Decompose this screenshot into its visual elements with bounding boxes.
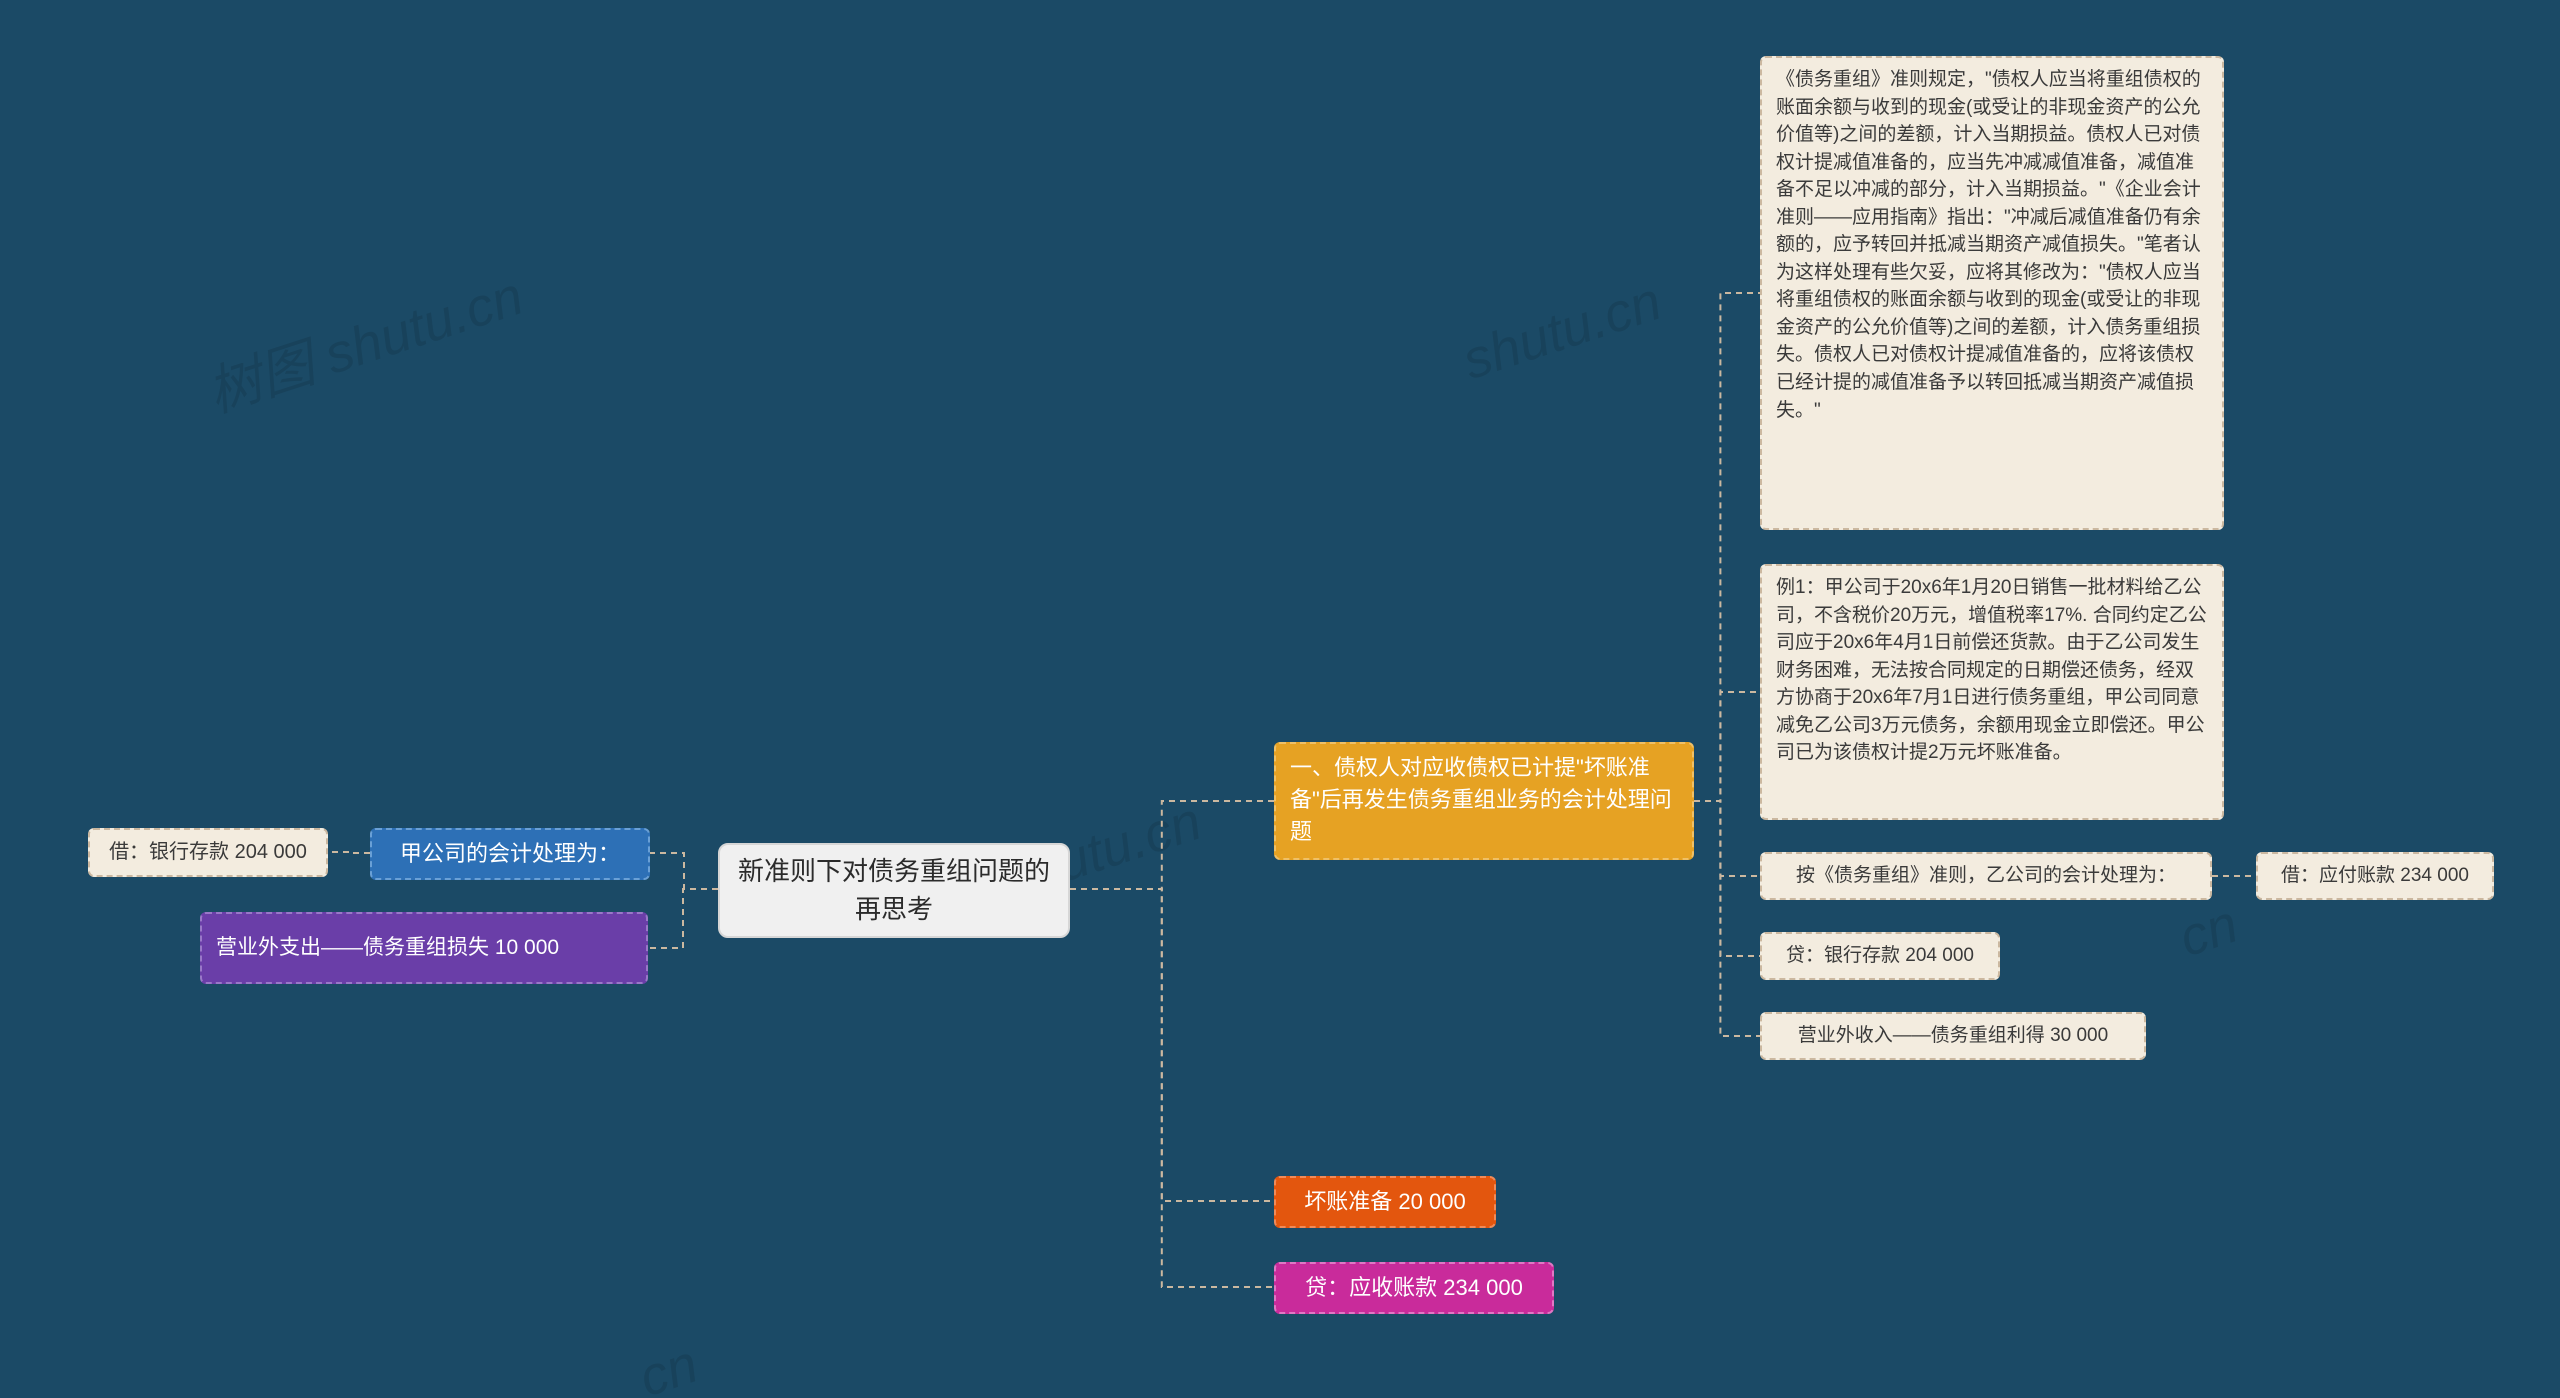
node-example-1[interactable]: 例1：甲公司于20x6年1月20日销售一批材料给乙公司，不含税价20万元，增值税… (1760, 564, 2224, 820)
node-label: 贷：应收账款 234 000 (1305, 1272, 1523, 1304)
watermark: cn (2172, 893, 2245, 970)
node-rule-text[interactable]: 《债务重组》准则规定，"债权人应当将重组债权的账面余额与收到的现金(或受让的非现… (1760, 56, 2224, 530)
node-nonop-income[interactable]: 营业外收入——债务重组利得 30 000 (1760, 1012, 2146, 1060)
node-left-nonop-expense[interactable]: 营业外支出——债务重组损失 10 000 (200, 912, 648, 984)
node-company-b-treatment[interactable]: 按《债务重组》准则，乙公司的会计处理为： (1760, 852, 2212, 900)
node-left-company-a[interactable]: 甲公司的会计处理为： (370, 828, 650, 880)
node-label: 坏账准备 20 000 (1304, 1186, 1465, 1218)
watermark: cn (632, 1333, 705, 1398)
node-label: 例1：甲公司于20x6年1月20日销售一批材料给乙公司，不含税价20万元，增值税… (1776, 574, 2208, 767)
center-topic[interactable]: 新准则下对债务重组问题的再思考 (718, 843, 1070, 938)
watermark: 树图 shutu.cn (196, 251, 532, 427)
node-label: 借：应付账款 234 000 (2281, 862, 2469, 890)
node-section-1[interactable]: 一、债权人对应收债权已计提"坏账准备"后再发生债务重组业务的会计处理问题 (1274, 742, 1694, 860)
watermark: shutu.cn (1455, 270, 1668, 392)
node-label: 按《债务重组》准则，乙公司的会计处理为： (1796, 862, 2176, 890)
node-label: 贷：银行存款 204 000 (1786, 942, 1974, 970)
node-credit-receivable[interactable]: 贷：应收账款 234 000 (1274, 1262, 1554, 1314)
node-label: 营业外收入——债务重组利得 30 000 (1798, 1022, 2108, 1050)
node-left-debit-bank[interactable]: 借：银行存款 204 000 (88, 828, 328, 877)
mindmap-canvas: 树图 shutu.cn shutu.cn shutu.cn cn cn cn 新… (0, 0, 2560, 1398)
node-bad-debt-provision[interactable]: 坏账准备 20 000 (1274, 1176, 1496, 1228)
node-label: 营业外支出——债务重组损失 10 000 (216, 933, 559, 963)
center-topic-label: 新准则下对债务重组问题的再思考 (734, 853, 1054, 928)
node-label: 甲公司的会计处理为： (400, 838, 620, 870)
node-label: 《债务重组》准则规定，"债权人应当将重组债权的账面余额与收到的现金(或受让的非现… (1776, 66, 2208, 424)
node-credit-bank[interactable]: 贷：银行存款 204 000 (1760, 932, 2000, 980)
node-debit-payable[interactable]: 借：应付账款 234 000 (2256, 852, 2494, 900)
node-label: 一、债权人对应收债权已计提"坏账准备"后再发生债务重组业务的会计处理问题 (1290, 752, 1678, 848)
node-label: 借：银行存款 204 000 (109, 838, 307, 867)
